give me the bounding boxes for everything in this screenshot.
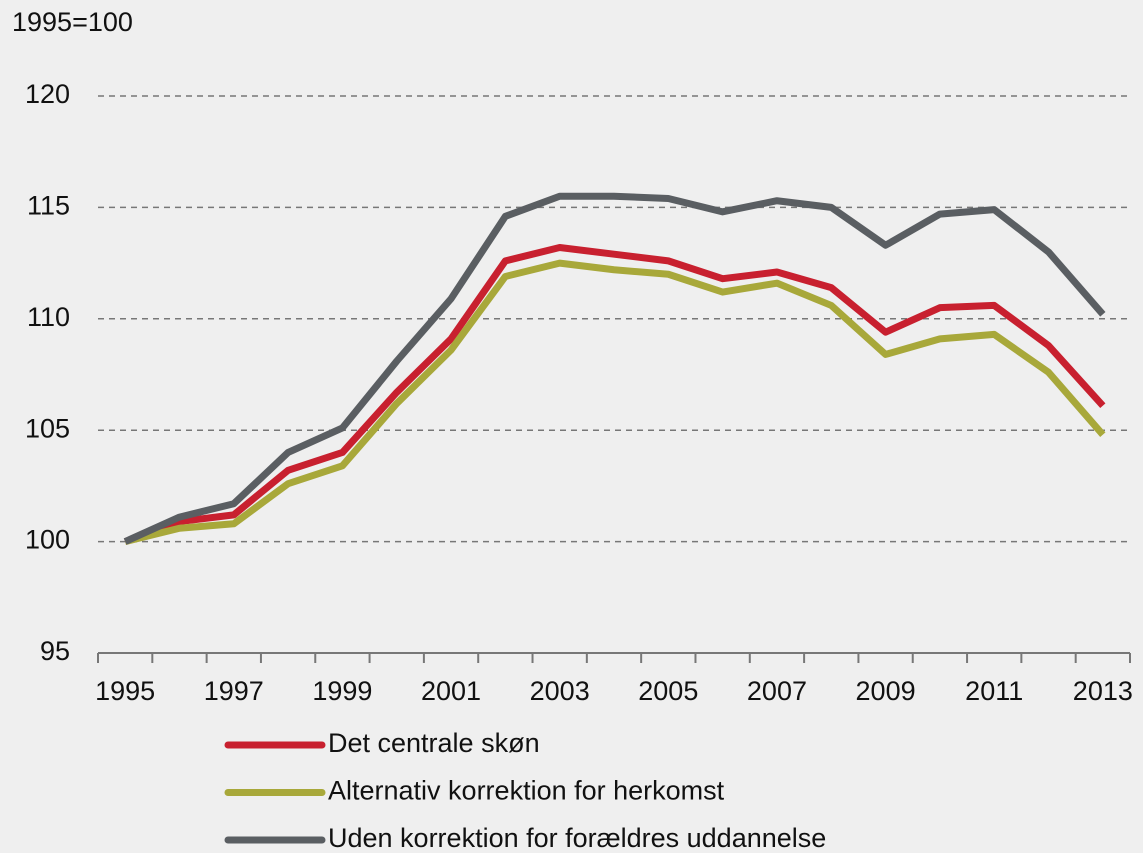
x-tick-label: 2005 [638, 676, 698, 706]
x-tick-label: 2009 [856, 676, 916, 706]
legend-label: Alternativ korrektion for herkomst [328, 776, 725, 806]
y-tick-label: 115 [27, 191, 70, 221]
x-tick-label: 1999 [312, 676, 372, 706]
y-tick-label: 110 [27, 302, 70, 332]
y-tick-label: 120 [25, 79, 70, 109]
y-tick-label: 95 [40, 636, 70, 666]
x-tick-label: 2011 [965, 676, 1023, 706]
line-series [123, 192, 1106, 545]
x-tick-label: 1995 [95, 676, 155, 706]
legend-label: Det centrale skøn [328, 728, 540, 758]
x-tick-label: 1997 [204, 676, 264, 706]
line-series [124, 259, 1106, 545]
y-tick-label: 100 [25, 525, 70, 555]
x-tick-label: 2001 [421, 676, 481, 706]
y-tick-label: 105 [25, 413, 70, 443]
line-series [123, 244, 1106, 545]
x-tick-label: 2013 [1073, 676, 1133, 706]
x-tick-label: 2003 [530, 676, 590, 706]
x-tick-label: 2007 [747, 676, 807, 706]
annotation: 1995=100 [12, 7, 133, 37]
legend-label: Uden korrektion for forældres uddannelse [328, 823, 826, 853]
